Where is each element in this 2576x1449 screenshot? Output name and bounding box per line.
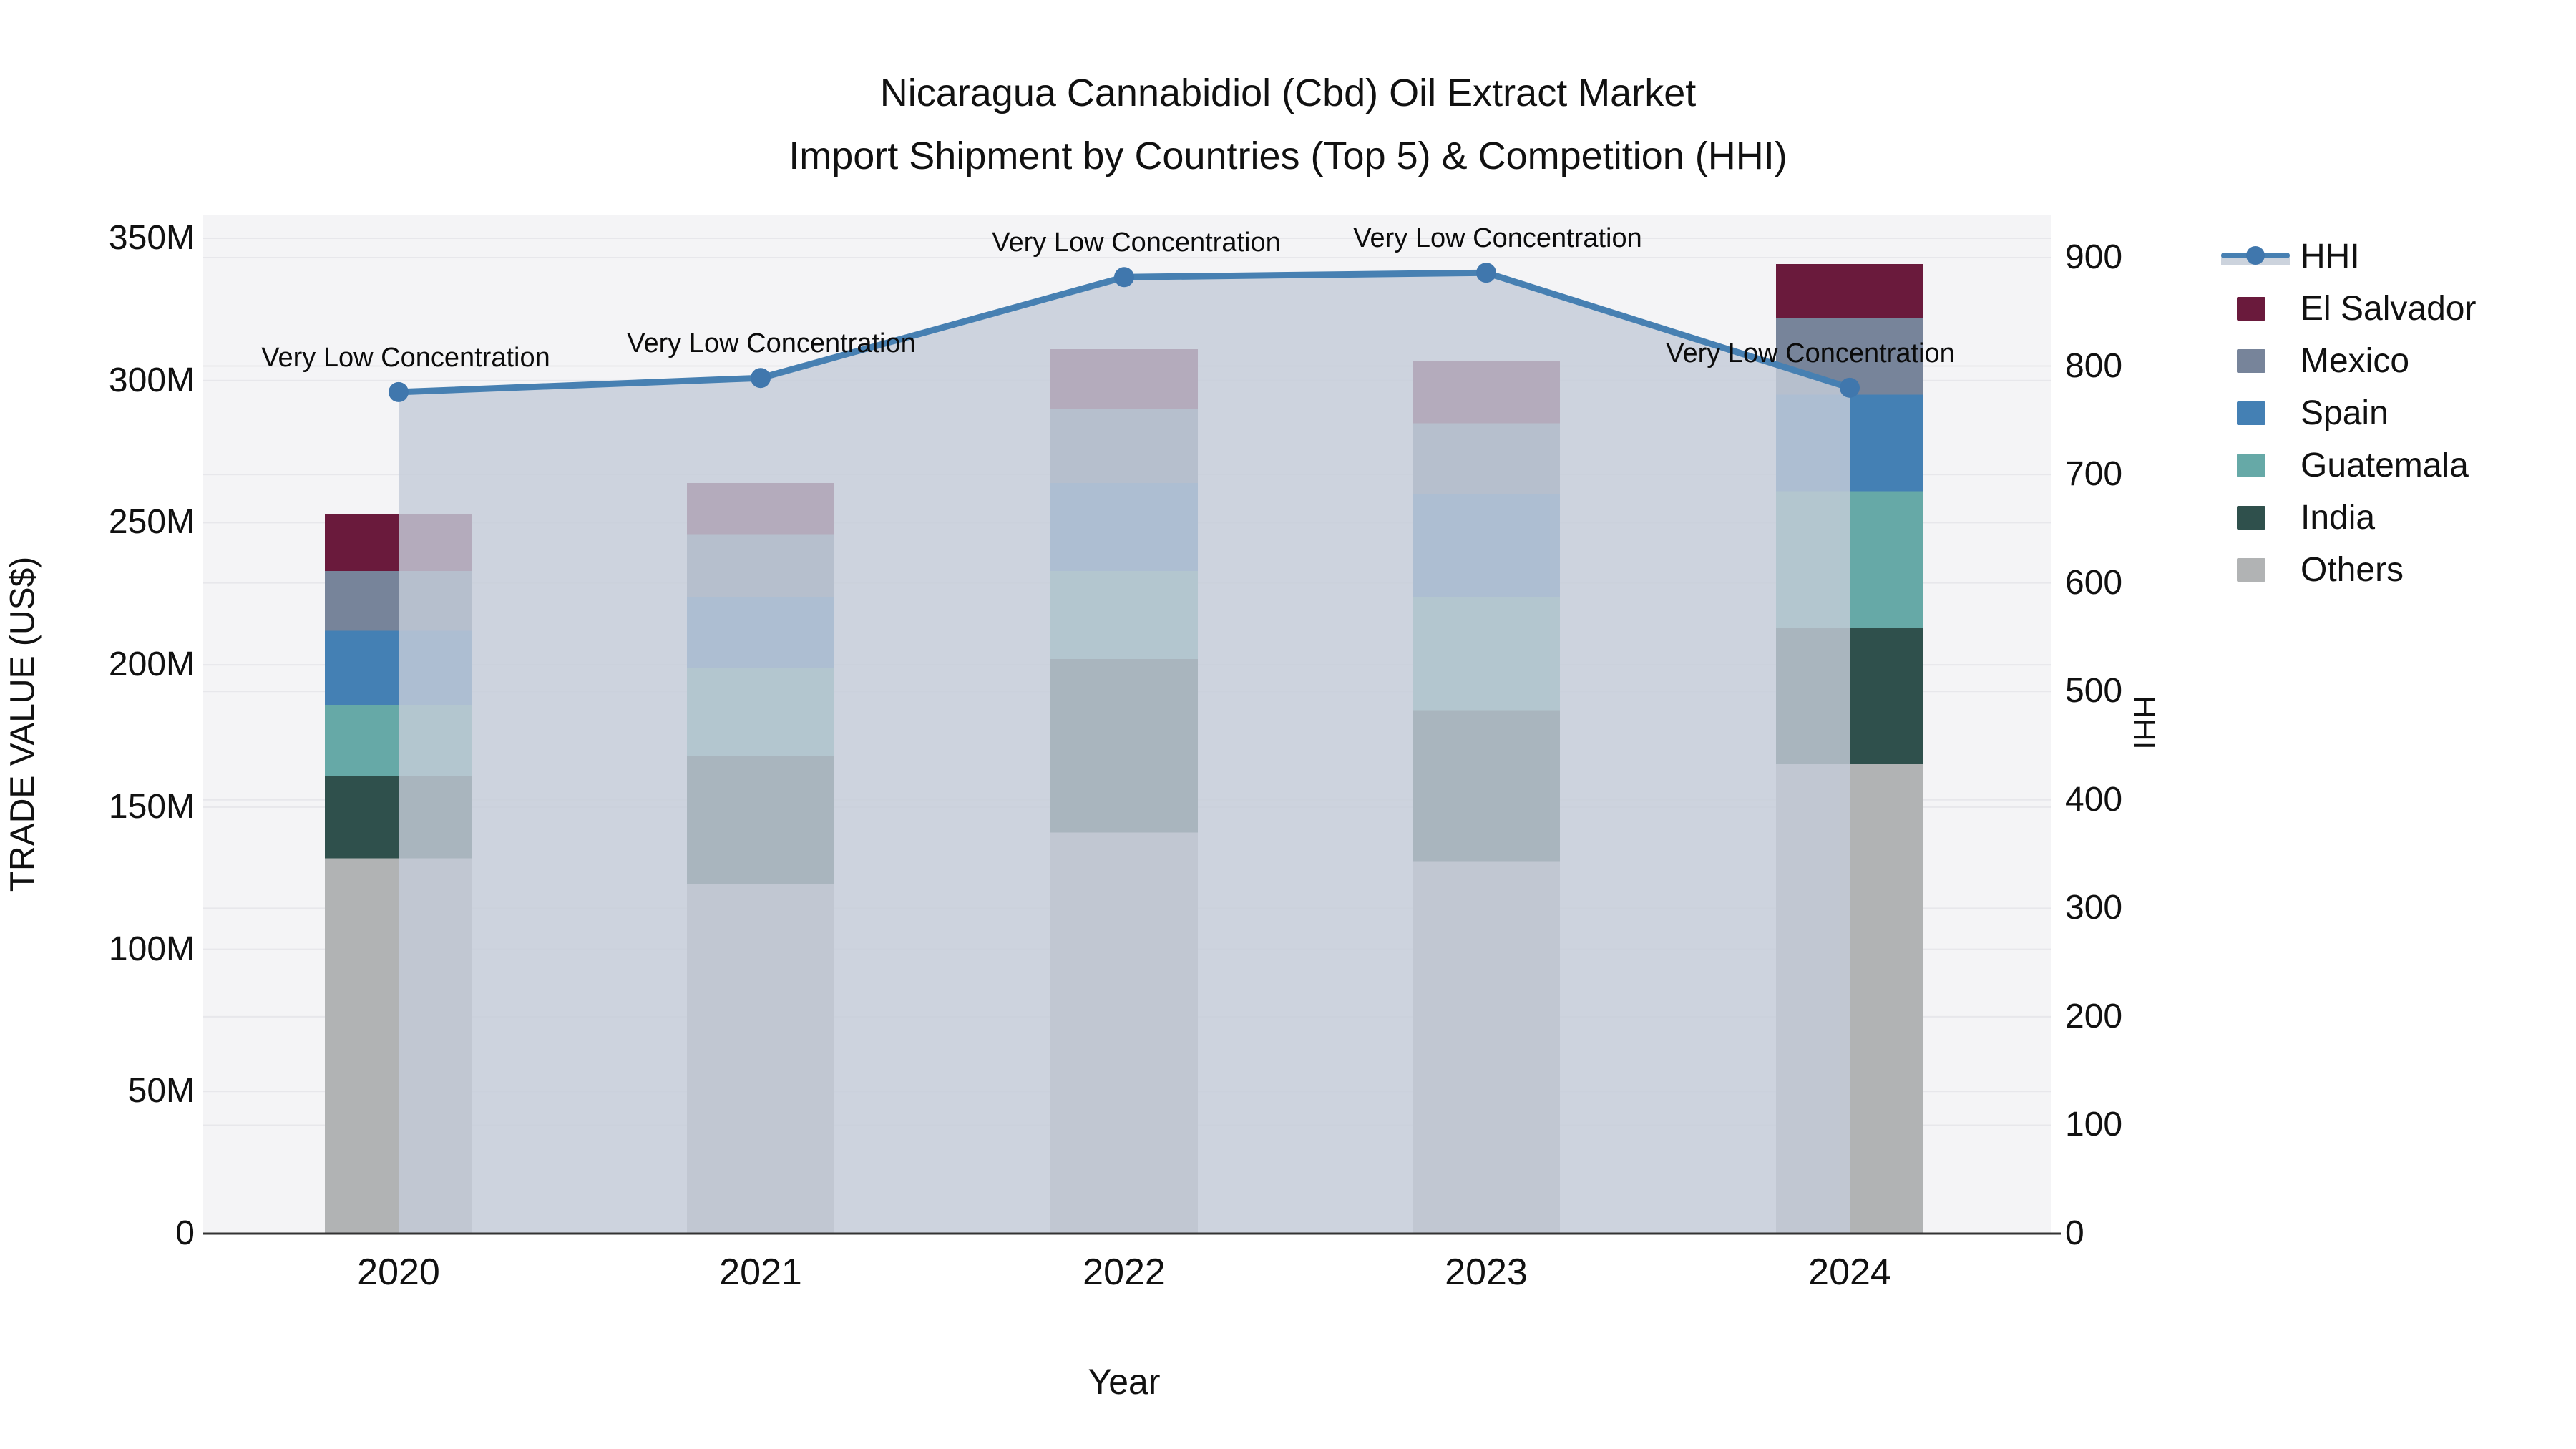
legend-label: El Salvador xyxy=(2301,289,2477,328)
annotation-2020: Very Low Concentration xyxy=(261,342,550,373)
annotation-2021: Very Low Concentration xyxy=(627,328,916,359)
chart-subtitle: Import Shipment by Countries (Top 5) & C… xyxy=(789,135,1787,177)
hhi-point-2021[interactable] xyxy=(751,368,771,389)
legend-swatch-icon xyxy=(2237,401,2265,425)
annotation-2024: Very Low Concentration xyxy=(1666,338,1955,369)
legend-label: Guatemala xyxy=(2301,446,2469,484)
x-axis-tick-2020: 2020 xyxy=(357,1252,440,1293)
hhi-point-2020[interactable] xyxy=(389,381,409,402)
x-axis-title: Year xyxy=(1088,1362,1161,1402)
y-axis-right-tick-500: 500 xyxy=(2065,672,2123,711)
y-axis-left-tick-50M: 50M xyxy=(127,1072,195,1111)
y-axis-right-tick-900: 900 xyxy=(2065,238,2123,276)
legend-swatch-icon xyxy=(2237,348,2265,373)
hhi-point-2022[interactable] xyxy=(1114,267,1134,288)
y-axis-left-tick-200M: 200M xyxy=(108,645,195,684)
legend-item-india[interactable]: India xyxy=(2237,497,2375,537)
legend-label: HHI xyxy=(2301,237,2360,275)
legend-item-guatemala[interactable]: Guatemala xyxy=(2237,445,2469,485)
y-axis-left-tick-0: 0 xyxy=(175,1214,195,1252)
x-axis-tick-2021: 2021 xyxy=(719,1252,802,1293)
legend-label: Spain xyxy=(2301,394,2389,432)
hhi-point-2023[interactable] xyxy=(1476,263,1496,283)
y-axis-right-tick-400: 400 xyxy=(2065,780,2123,819)
legend-item-el-salvador[interactable]: El Salvador xyxy=(2237,288,2476,328)
legend-label: Mexico xyxy=(2301,341,2410,380)
y-axis-left-tick-250M: 250M xyxy=(108,503,195,542)
legend-swatch-icon xyxy=(2237,296,2265,321)
x-axis-tick-2023: 2023 xyxy=(1445,1252,1528,1293)
chart-title: Nicaragua Cannabidiol (Cbd) Oil Extract … xyxy=(879,72,1697,114)
y-axis-right-tick-600: 600 xyxy=(2065,563,2123,602)
bar-segment-el-salvador-2024[interactable] xyxy=(1776,263,1923,318)
y-axis-right-tick-700: 700 xyxy=(2065,455,2123,494)
y-axis-left-tick-300M: 300M xyxy=(108,361,195,399)
legend-swatch-icon xyxy=(2237,453,2265,477)
legend-item-spain[interactable]: Spain xyxy=(2237,393,2389,433)
hhi-area-fill xyxy=(399,273,1850,1234)
y-axis-right-tick-800: 800 xyxy=(2065,346,2123,385)
hhi-line-swatch-icon xyxy=(2221,245,2290,267)
legend-swatch-icon xyxy=(2237,557,2265,582)
y-axis-left-tick-100M: 100M xyxy=(108,930,195,968)
x-axis-tick-2024: 2024 xyxy=(1808,1252,1891,1293)
y-axis-right-tick-100: 100 xyxy=(2065,1106,2123,1144)
legend-swatch-icon xyxy=(2237,505,2265,530)
y-axis-title-left: TRADE VALUE (US$) xyxy=(4,556,42,892)
legend-label: Others xyxy=(2301,550,2404,589)
x-axis-tick-2022: 2022 xyxy=(1083,1252,1166,1293)
y-axis-right-tick-300: 300 xyxy=(2065,889,2123,927)
annotation-2023: Very Low Concentration xyxy=(1353,223,1642,254)
y-axis-left-tick-350M: 350M xyxy=(108,219,195,257)
y-axis-right-tick-0: 0 xyxy=(2065,1214,2084,1252)
legend-item-others[interactable]: Others xyxy=(2237,550,2404,590)
legend-item-hhi[interactable]: HHI xyxy=(2221,236,2360,276)
annotation-2022: Very Low Concentration xyxy=(992,228,1281,258)
y-axis-left-tick-150M: 150M xyxy=(108,787,195,826)
legend-label: India xyxy=(2301,498,2376,537)
y-axis-right-tick-200: 200 xyxy=(2065,997,2123,1035)
legend-item-mexico[interactable]: Mexico xyxy=(2237,341,2409,381)
hhi-point-2024[interactable] xyxy=(1840,377,1860,398)
